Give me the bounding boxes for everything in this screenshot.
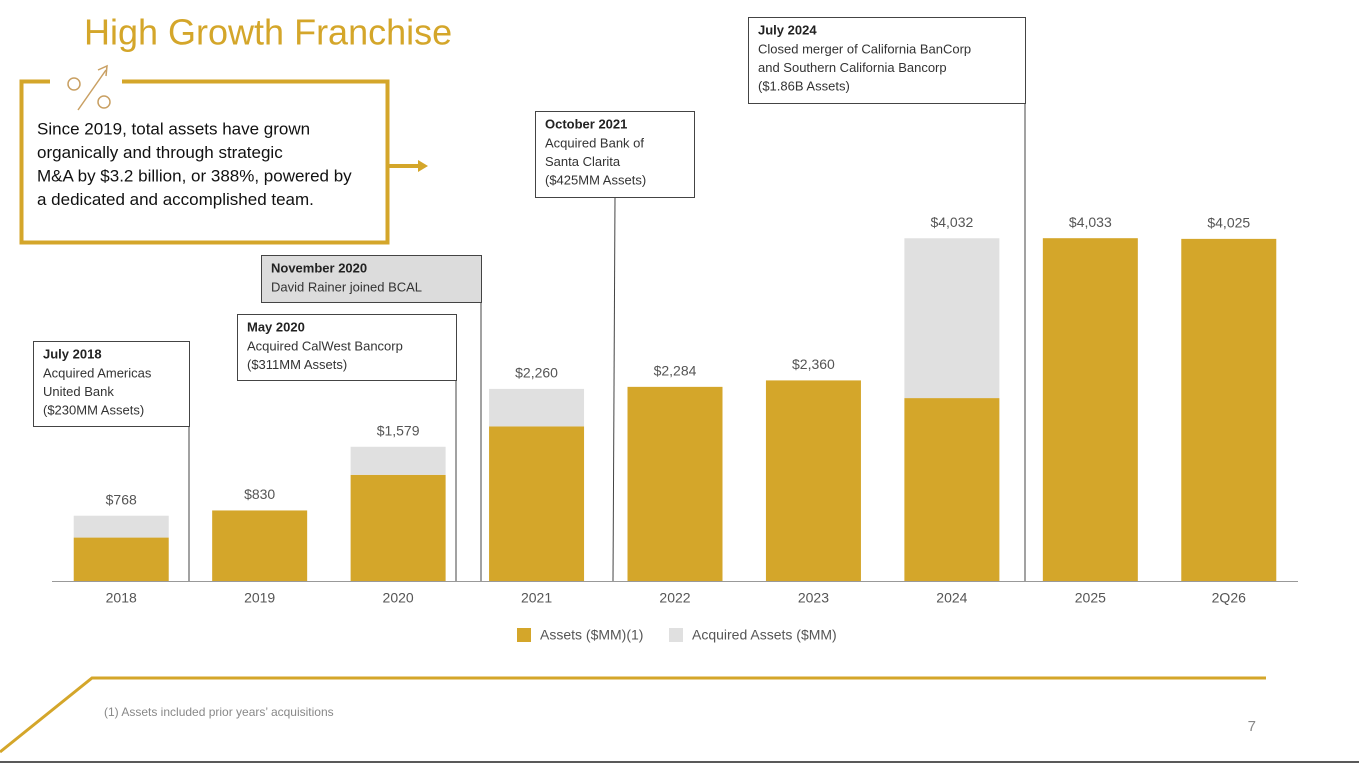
bar-segment — [627, 386, 723, 581]
page-number: 7 — [1248, 718, 1256, 735]
total-label: $4,033 — [1069, 214, 1112, 230]
legend-label: Assets ($MM)(1) — [540, 627, 643, 643]
annotation-line: Acquired Bank of — [545, 135, 644, 150]
annotation-line: David Rainer joined BCAL — [271, 279, 422, 294]
annotation-box — [33, 341, 190, 427]
annotation-title: November 2020 — [271, 260, 367, 275]
total-label: $2,284 — [654, 363, 697, 379]
total-label: $768 — [106, 491, 137, 507]
bar-segment — [350, 446, 446, 475]
bar-segment — [489, 426, 585, 581]
bar-segment — [904, 398, 1000, 581]
total-label: $4,025 — [1207, 215, 1250, 231]
bar-segment — [489, 388, 585, 427]
x-tick-label: 2022 — [659, 590, 690, 606]
chart: $768 2018 $830 2019 $1,579 2020 $2,260 2021 $2,2… — [33, 17, 1298, 643]
bar-segment — [765, 380, 861, 581]
total-label: $4,032 — [930, 214, 973, 230]
x-tick-label: 2025 — [1075, 590, 1106, 606]
annotation-title: May 2020 — [247, 319, 305, 334]
bar-segment — [73, 515, 169, 538]
bar-segment — [212, 510, 308, 581]
annotation-box — [261, 255, 482, 303]
icon-bg — [50, 66, 122, 96]
slide-title: High Growth Franchise — [84, 12, 452, 53]
footnote: (1) Assets included prior years’ acquisi… — [104, 705, 334, 719]
annotation-line: and Southern California Bancorp — [758, 60, 947, 75]
footer-rule — [0, 676, 1266, 754]
headline-line: a dedicated and accomplished team. — [37, 190, 314, 209]
total-label: $2,260 — [515, 365, 558, 381]
annotation-title: October 2021 — [545, 116, 627, 131]
x-tick-label: 2020 — [383, 590, 414, 606]
annotation-line: United Bank — [43, 384, 114, 399]
headline-box — [19, 79, 390, 245]
annotation-box — [237, 314, 457, 381]
annotation-line: Closed merger of California BanCorp — [758, 41, 971, 56]
total-label: $2,360 — [792, 356, 835, 372]
x-tick-label: 2Q26 — [1212, 590, 1246, 606]
annotation-line: Acquired CalWest Bancorp — [247, 338, 403, 353]
annotation-line: ($230MM Assets) — [43, 402, 144, 417]
bar-segment — [350, 474, 446, 581]
total-label: $830 — [244, 486, 275, 502]
annotation-title: July 2018 — [43, 346, 102, 361]
bar-segment — [1042, 238, 1138, 581]
annotation-line: Acquired Americas — [43, 365, 152, 380]
annotation-title: July 2024 — [758, 22, 817, 37]
headline-line: M&A by $3.2 billion, or 388%, powered by — [37, 166, 352, 185]
annotation-line: ($1.86B Assets) — [758, 78, 850, 93]
legend-label: Acquired Assets ($MM) — [692, 627, 837, 643]
legend-swatch — [669, 628, 683, 642]
x-tick-label: 2019 — [244, 590, 275, 606]
total-label: $1,579 — [377, 422, 420, 438]
x-tick-label: 2021 — [521, 590, 552, 606]
x-tick-label: 2023 — [798, 590, 829, 606]
bar-segment — [1181, 238, 1277, 581]
x-tick-label: 2024 — [936, 590, 967, 606]
bar-segment — [73, 537, 169, 581]
leader-line — [612, 196, 616, 582]
annotation-box — [748, 17, 1026, 104]
annotation-line: Santa Clarita — [545, 154, 621, 169]
arrow — [389, 160, 428, 172]
headline: Since 2019, total assets have grown organ… — [37, 119, 352, 209]
headline-line: Since 2019, total assets have grown — [37, 119, 310, 138]
bar-segment — [904, 238, 1000, 399]
headline-line: organically and through strategic — [37, 143, 283, 162]
x-tick-label: 2018 — [106, 590, 137, 606]
annotation-line: ($311MM Assets) — [247, 357, 347, 372]
annotation-line: ($425MM Assets) — [545, 172, 646, 187]
percent-icon — [67, 64, 111, 111]
annotation-box — [535, 111, 695, 198]
legend-swatch — [517, 628, 531, 642]
